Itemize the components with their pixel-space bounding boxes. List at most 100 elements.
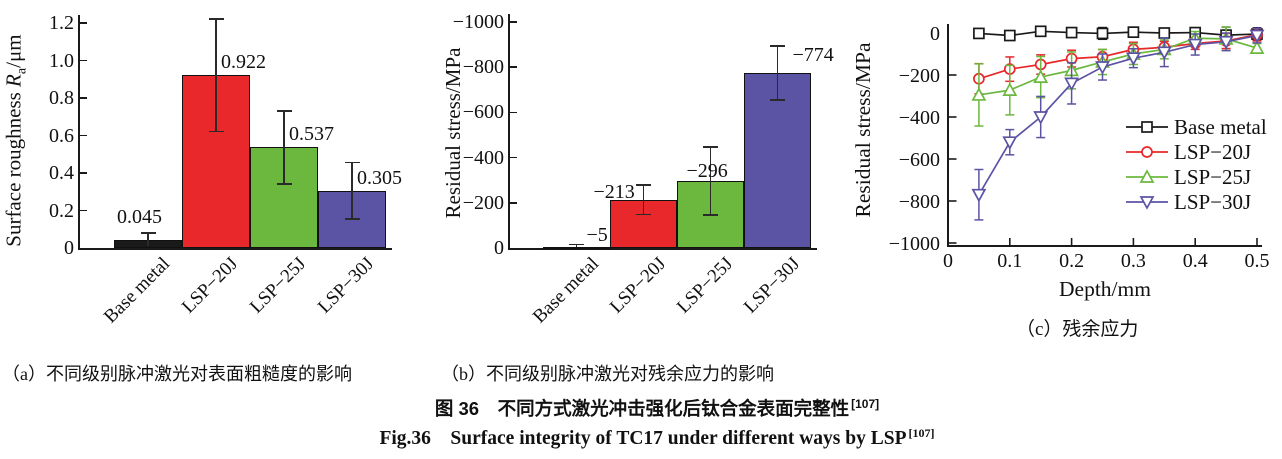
value-label-LSP−20J: 0.922 bbox=[221, 51, 266, 74]
y-tick-label-c: −1000 bbox=[889, 233, 940, 255]
square-marker bbox=[1003, 29, 1016, 42]
value-label-LSP−20J: −213 bbox=[593, 180, 635, 203]
figure-caption-chinese: 图 36 不同方式激光冲击强化后钛合金表面完整性 [107] bbox=[16, 395, 1282, 421]
error-cap-bottom bbox=[770, 99, 785, 101]
bar-Base metal bbox=[543, 246, 610, 250]
y-tick-a bbox=[80, 172, 87, 174]
caption-panel-b: （b）不同级别脉冲激光对残余应力的影响 bbox=[441, 364, 774, 384]
triangle-down-marker bbox=[1002, 136, 1018, 150]
error-cap-top bbox=[703, 146, 718, 148]
figure-caption-english-text: Fig.36 Surface integrity of TC17 under d… bbox=[379, 428, 907, 449]
x-tick-label-c: 0.1 bbox=[997, 250, 1022, 272]
triangle-down-marker bbox=[1064, 77, 1080, 92]
square-marker bbox=[973, 27, 985, 40]
y-tick-a bbox=[80, 209, 87, 212]
square-marker bbox=[1034, 25, 1047, 38]
y-tick-label-a: 1.2 bbox=[49, 12, 74, 34]
y-tick-label-a: 0.4 bbox=[49, 162, 74, 184]
error-bar-LSP−25J bbox=[709, 147, 712, 215]
y-tick-label-a: 0.2 bbox=[49, 199, 74, 222]
caption-panel-a: （a）不同级别脉冲激光对表面粗糙度的影响 bbox=[2, 364, 352, 384]
axes-c bbox=[947, 24, 1262, 247]
error-cap-top bbox=[636, 184, 651, 186]
error-cap-bottom bbox=[636, 213, 651, 216]
error-cap-bottom bbox=[208, 130, 224, 133]
y-tick-a bbox=[80, 59, 87, 62]
error-bar-LSP−25J bbox=[283, 110, 285, 184]
y-tick-label-c: 0 bbox=[930, 23, 940, 45]
x-tick-label-c: 0 bbox=[943, 250, 953, 272]
y-tick-a bbox=[80, 22, 87, 24]
legend-item-LSP−20J: LSP−20J bbox=[1126, 140, 1251, 164]
caption-panel-c: （c）残余应力 bbox=[1016, 319, 1139, 340]
x-tick-label-c: 0.3 bbox=[1121, 250, 1146, 272]
bar-LSP−30J bbox=[744, 73, 811, 248]
triangle-down-marker bbox=[1139, 196, 1155, 210]
y-tick-label-c: −200 bbox=[899, 65, 940, 87]
square-marker bbox=[1127, 26, 1140, 39]
triangle-down-marker bbox=[1095, 61, 1110, 75]
legend-item-Base metal: Base metal bbox=[1126, 115, 1267, 139]
error-bar-LSP−30J bbox=[776, 45, 779, 101]
y-tick-label-a: 0 bbox=[64, 237, 74, 259]
y-tick-label-c: −400 bbox=[899, 107, 940, 129]
error-cap-bottom bbox=[703, 214, 718, 216]
y-tick-label-b: −1000 bbox=[452, 11, 504, 33]
series-line bbox=[978, 30, 1258, 37]
circle-marker bbox=[1141, 146, 1153, 158]
y-tick-label-a: 0.6 bbox=[49, 124, 74, 147]
error-bar-Base metal bbox=[575, 244, 578, 247]
y-tick-b bbox=[510, 202, 517, 204]
y-tick-label-b: −600 bbox=[462, 101, 504, 124]
triangle-up-marker bbox=[1033, 69, 1049, 83]
triangle-up-marker bbox=[1249, 40, 1265, 54]
legend-label: LSP−25J bbox=[1174, 165, 1251, 189]
y-tick-a bbox=[80, 97, 87, 99]
y-tick-label-b: −800 bbox=[462, 56, 504, 79]
value-label-LSP−30J: −774 bbox=[792, 43, 834, 66]
triangle-down-marker bbox=[1218, 35, 1234, 50]
triangle-down-marker bbox=[971, 188, 987, 203]
y-tick-b bbox=[510, 66, 517, 68]
series-Base metal bbox=[973, 25, 1263, 44]
series-line bbox=[978, 34, 1258, 196]
x-tick-label-c: 0.4 bbox=[1183, 250, 1208, 272]
y-tick-label-c: −600 bbox=[899, 149, 940, 171]
error-cap-top bbox=[569, 243, 584, 246]
x-tick-label-c: 0.5 bbox=[1245, 250, 1270, 272]
value-label-LSP−25J: 0.537 bbox=[289, 123, 334, 146]
x-axis-label-c: Depth/mm bbox=[1059, 277, 1151, 301]
error-cap-top bbox=[344, 161, 360, 164]
plot-frame-a bbox=[78, 15, 392, 250]
y-axis-label-b: Residual stress/MPa bbox=[441, 3, 465, 263]
y-tick-b bbox=[510, 111, 517, 114]
y-tick-label-a: 0.8 bbox=[49, 87, 74, 109]
triangle-down-marker bbox=[1187, 38, 1203, 53]
legend-label: LSP−30J bbox=[1174, 190, 1251, 214]
y-tick-label-a: 1.0 bbox=[49, 49, 74, 72]
error-cap-top bbox=[770, 45, 785, 47]
triangle-down-marker bbox=[1156, 46, 1172, 61]
value-label-LSP−25J: −296 bbox=[686, 160, 728, 183]
figure-caption-english: Fig.36 Surface integrity of TC17 under d… bbox=[16, 421, 1282, 450]
error-bar-LSP−20J bbox=[642, 185, 645, 215]
legend-item-LSP−30J: LSP−30J bbox=[1126, 190, 1251, 214]
y-tick-label-b: −200 bbox=[462, 191, 504, 214]
square-marker bbox=[1065, 26, 1078, 39]
square-marker bbox=[1158, 27, 1171, 39]
figure-caption-english-ref: [107] bbox=[908, 425, 935, 440]
series-line bbox=[978, 33, 1258, 80]
triangle-down-marker bbox=[1033, 111, 1049, 125]
x-tick-label-c: 0.2 bbox=[1059, 250, 1084, 272]
error-bar-LSP−30J bbox=[351, 162, 353, 219]
triangle-up-marker bbox=[971, 87, 987, 101]
legend-label: Base metal bbox=[1174, 115, 1267, 139]
y-tick-b bbox=[510, 156, 517, 159]
plot-frame-b bbox=[508, 14, 817, 250]
y-axis-label-c: Residual stress/MPa bbox=[851, 42, 875, 217]
y-tick-label-b: 0 bbox=[494, 237, 504, 259]
y-axis-label-a-text: Surface roughness bbox=[1, 86, 26, 247]
value-label-Base metal: −5 bbox=[586, 223, 608, 246]
y-tick-label-c: −800 bbox=[899, 191, 940, 213]
